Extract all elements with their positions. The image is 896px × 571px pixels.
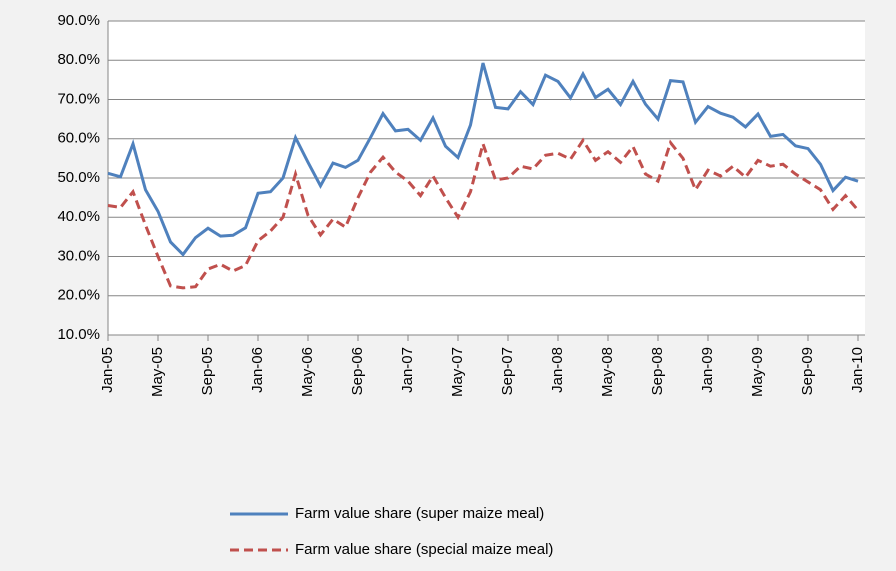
x-tick-label: May-08 [599, 347, 616, 397]
y-tick-label: 60.0% [57, 130, 100, 147]
x-tick-label: Sep-06 [349, 347, 366, 395]
legend-label: Farm value share (super maize meal) [295, 505, 544, 522]
y-tick-label: 20.0% [57, 287, 100, 304]
x-tick-label: Jan-06 [249, 347, 266, 393]
x-tick-label: Jan-07 [399, 347, 416, 393]
x-tick-label: Sep-08 [649, 347, 666, 395]
y-tick-label: 40.0% [57, 208, 100, 225]
x-tick-label: Jan-10 [849, 347, 866, 393]
x-tick-label: May-06 [299, 347, 316, 397]
x-tick-label: May-09 [749, 347, 766, 397]
x-tick-label: Jan-08 [549, 347, 566, 393]
x-tick-label: Sep-09 [799, 347, 816, 395]
y-tick-label: 70.0% [57, 90, 100, 107]
x-tick-label: Sep-05 [199, 347, 216, 395]
y-tick-label: 90.0% [57, 12, 100, 29]
y-tick-label: 50.0% [57, 169, 100, 186]
data-line [107, 62, 859, 257]
y-tick-label: 80.0% [57, 51, 100, 68]
x-tick-label: Jan-05 [99, 347, 116, 393]
x-tick-label: May-05 [149, 347, 166, 397]
x-tick-label: Sep-07 [499, 347, 516, 395]
y-tick-label: 10.0% [57, 326, 100, 343]
x-tick-label: May-07 [449, 347, 466, 397]
y-tick-label: 30.0% [57, 247, 100, 264]
x-tick-label: Jan-09 [699, 347, 716, 393]
legend-label: Farm value share (special maize meal) [295, 541, 553, 558]
